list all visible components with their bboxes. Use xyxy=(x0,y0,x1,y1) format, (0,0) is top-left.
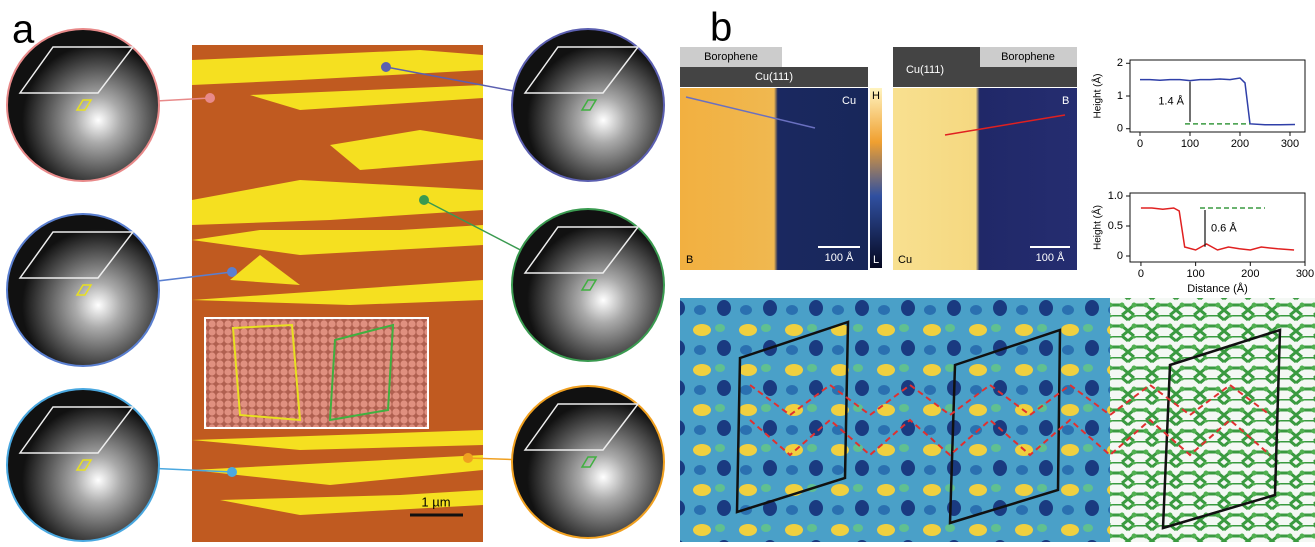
stm-image xyxy=(893,88,1077,270)
scale-bar-label: 1 µm xyxy=(421,494,450,509)
y-tick-label: 1.0 xyxy=(1108,190,1123,202)
x-tick-label: 100 xyxy=(1186,268,1204,280)
connector-dot xyxy=(227,467,237,477)
leed-disk xyxy=(512,209,664,361)
annotation: 1.4 Å xyxy=(1158,95,1184,108)
y-tick-label: 1 xyxy=(1117,90,1123,102)
connector-dot xyxy=(419,195,429,205)
colorbar-low: L xyxy=(873,254,879,266)
x-tick-label: 200 xyxy=(1241,268,1259,280)
y-tick-label: 0 xyxy=(1117,250,1123,262)
x-tick-label: 0 xyxy=(1137,138,1143,150)
corner-label: B xyxy=(1062,95,1069,107)
connector-dot xyxy=(381,62,391,72)
x-tick-label: 300 xyxy=(1296,268,1314,280)
lattice-inset xyxy=(205,318,428,428)
panel-label: b xyxy=(710,6,732,50)
y-tick-label: 0 xyxy=(1117,123,1123,135)
scale-bar-label: 100 Å xyxy=(825,251,854,264)
scale-bar-label: 100 Å xyxy=(1036,251,1065,264)
bar-label: Borophene xyxy=(1001,51,1055,63)
x-tick-label: 200 xyxy=(1231,138,1249,150)
x-tick-label: 300 xyxy=(1281,138,1299,150)
corner-label: Cu xyxy=(842,95,856,107)
plot-frame xyxy=(1130,60,1305,132)
y-tick-label: 0.5 xyxy=(1108,220,1123,232)
bar-label: Borophene xyxy=(704,51,758,63)
leed-disk xyxy=(7,214,159,366)
corner-label: Cu xyxy=(898,254,912,266)
x-tick-label: 0 xyxy=(1138,268,1144,280)
corner-label: B xyxy=(686,254,693,266)
leed-disk xyxy=(7,389,159,541)
connector-dot xyxy=(227,267,237,277)
y-tick-label: 2 xyxy=(1117,57,1123,69)
leed-disk xyxy=(512,386,664,538)
stm-image xyxy=(680,88,868,270)
y-axis-label: Height (Å) xyxy=(1091,205,1104,250)
leed-disk xyxy=(7,29,159,181)
colorbar xyxy=(870,88,882,268)
x-tick-label: 100 xyxy=(1181,138,1199,150)
panel-label: a xyxy=(12,8,35,52)
x-axis-label: Distance (Å) xyxy=(1187,282,1248,295)
leed-disk xyxy=(512,29,664,181)
y-axis-label: Height (Å) xyxy=(1091,73,1104,118)
bar-label: Cu(111) xyxy=(906,64,944,76)
height-profiles: 0 100 200 300 0 1 2 Height (Å) 1.4 Å 0 100 200 300 0 0… xyxy=(1091,57,1315,295)
colorbar-high: H xyxy=(872,90,880,102)
atomic-model xyxy=(1110,298,1315,542)
bar-label: Cu(111) xyxy=(755,71,793,83)
connector-dot xyxy=(205,93,215,103)
annotation: 0.6 Å xyxy=(1211,221,1237,234)
connector-dot xyxy=(463,453,473,463)
figure: a 1 µm b Borophene Cu(111) Cu B 100 Å H … xyxy=(0,0,1315,542)
